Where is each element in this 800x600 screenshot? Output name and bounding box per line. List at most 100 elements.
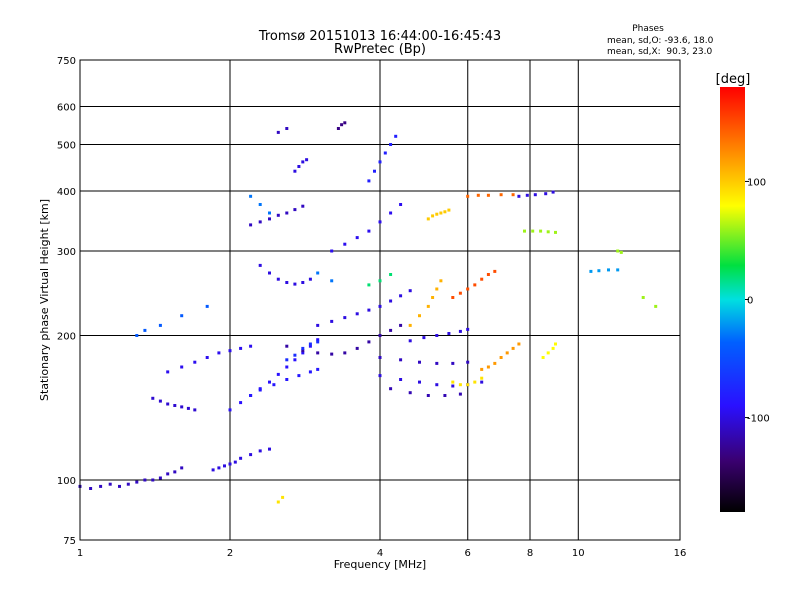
data-point xyxy=(258,449,262,453)
data-point xyxy=(249,223,253,227)
data-point xyxy=(443,210,447,214)
colorbar-tick-label: 0 xyxy=(747,296,753,307)
data-point xyxy=(166,370,170,374)
data-point xyxy=(297,374,301,378)
data-point xyxy=(523,229,526,233)
data-point xyxy=(451,384,455,388)
data-point xyxy=(597,269,601,273)
data-point xyxy=(330,279,334,283)
data-point xyxy=(126,482,130,486)
data-point xyxy=(367,308,371,312)
data-point xyxy=(394,134,398,138)
data-point xyxy=(641,296,645,299)
y-tick-label: 600 xyxy=(57,103,76,114)
data-point xyxy=(293,208,297,212)
data-point xyxy=(276,213,280,217)
data-point xyxy=(505,351,509,355)
data-point xyxy=(343,242,347,246)
data-point xyxy=(493,269,497,273)
data-point xyxy=(301,349,305,353)
data-point xyxy=(399,323,403,327)
data-point xyxy=(435,361,439,365)
data-point xyxy=(408,339,412,343)
data-point xyxy=(544,192,548,196)
data-point xyxy=(426,304,430,308)
data-point xyxy=(233,460,237,464)
data-point xyxy=(554,342,557,346)
data-point xyxy=(539,229,543,233)
data-point xyxy=(378,374,382,378)
data-point xyxy=(228,462,232,466)
data-point xyxy=(466,383,470,387)
data-point xyxy=(285,127,289,130)
data-point xyxy=(418,360,421,364)
colorbar-label: [deg] xyxy=(716,72,751,87)
data-point xyxy=(486,365,490,369)
data-point xyxy=(466,360,470,364)
data-point xyxy=(217,466,221,470)
data-point xyxy=(193,408,197,412)
data-point xyxy=(293,358,297,362)
data-point xyxy=(330,249,334,253)
data-point xyxy=(276,500,280,504)
axis-ticks: 1 2 4 6 8 10 16 75 100 200 300 400 500 600 750 xyxy=(57,56,686,559)
data-point xyxy=(541,356,545,359)
y-tick-label: 400 xyxy=(57,187,76,198)
data-point xyxy=(249,344,253,348)
data-point xyxy=(389,143,393,146)
data-point xyxy=(281,495,285,499)
data-point xyxy=(408,289,412,293)
data-point xyxy=(186,406,190,410)
data-point xyxy=(308,342,312,346)
data-point xyxy=(258,203,262,206)
data-point xyxy=(389,328,393,332)
data-point xyxy=(340,123,344,127)
data-point xyxy=(546,230,550,234)
data-point xyxy=(285,378,289,381)
data-point xyxy=(301,204,305,208)
data-point xyxy=(367,229,371,233)
y-tick-label: 300 xyxy=(57,247,76,258)
data-point xyxy=(435,334,439,337)
data-point xyxy=(343,351,347,355)
data-point xyxy=(389,387,393,391)
grid-lines xyxy=(80,60,680,540)
data-point xyxy=(511,346,515,350)
colorbar-ticks: 100 0 -100 xyxy=(745,177,770,425)
data-point xyxy=(383,151,387,155)
data-point xyxy=(408,391,412,395)
data-point xyxy=(293,282,297,286)
data-point xyxy=(293,169,297,173)
data-point xyxy=(180,365,184,369)
data-point xyxy=(180,405,184,409)
data-point xyxy=(285,344,289,348)
data-point xyxy=(486,193,490,197)
data-point xyxy=(466,327,470,331)
data-point xyxy=(399,358,403,362)
data-point xyxy=(158,399,162,403)
data-point xyxy=(268,380,271,384)
data-point xyxy=(654,304,658,308)
data-point xyxy=(426,394,430,397)
data-point xyxy=(276,372,280,376)
data-point xyxy=(285,281,289,284)
y-axis-label: Stationary phase Virtual Height [km] xyxy=(38,199,51,401)
data-point xyxy=(330,352,334,356)
data-point xyxy=(239,401,243,405)
data-point xyxy=(316,323,320,327)
y-tick-label: 75 xyxy=(63,536,76,547)
data-point xyxy=(458,329,462,333)
x-tick-label: 1 xyxy=(77,548,83,559)
data-point xyxy=(439,279,443,283)
data-point xyxy=(135,334,139,337)
data-point xyxy=(239,346,243,350)
data-point xyxy=(249,194,253,198)
data-point xyxy=(180,314,184,318)
data-point xyxy=(607,268,610,272)
data-point xyxy=(517,342,521,346)
data-point xyxy=(343,316,347,320)
data-point xyxy=(99,484,103,488)
y-tick-label: 750 xyxy=(57,56,76,67)
data-point xyxy=(316,340,320,344)
